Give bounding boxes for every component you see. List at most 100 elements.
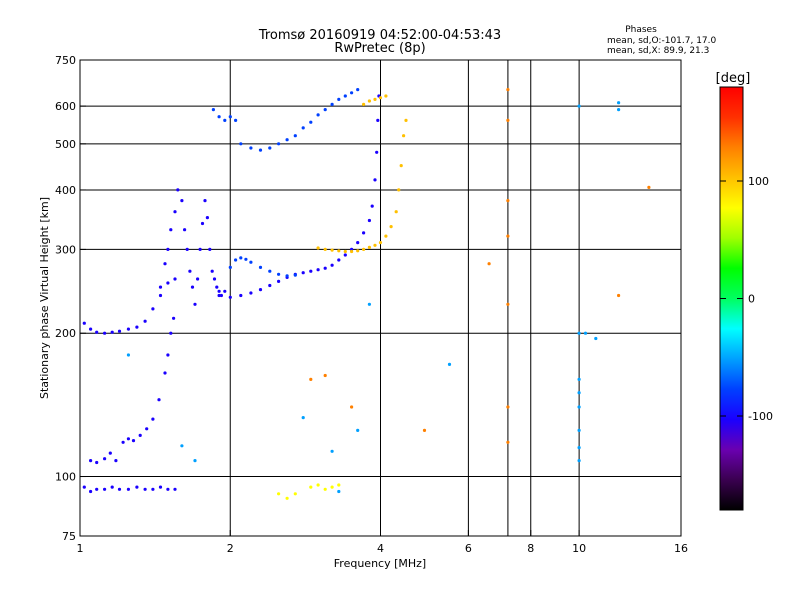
echo-point [200,221,205,226]
echo-point [309,485,313,489]
echo-point [330,102,334,106]
echo-point [166,281,170,285]
echo-point [173,210,177,214]
echo-point [205,216,209,220]
echo-point [180,199,184,203]
echo-point [617,101,621,105]
echo-point [203,199,207,203]
colorbar: [deg] 100 0 -100 [716,71,773,511]
echo-point [249,291,253,295]
x-axis-label: Frequency [MHz] [334,557,426,570]
echo-point [330,485,334,489]
echo-point [285,138,289,142]
echo-point [89,459,93,463]
echo-point [594,336,598,341]
echo-point [367,302,371,306]
colorbar-tick-label: 100 [748,175,769,188]
echo-point [166,353,170,357]
chart-subtitle: RwPretec (8p) [334,41,425,56]
echo-point [384,234,388,238]
echo-point [244,257,248,261]
echo-point [293,273,297,277]
echo-point [356,249,360,253]
echo-point [193,459,197,463]
echo-point [176,188,180,192]
echo-point [577,428,581,432]
echo-point [151,417,155,421]
echo-point [389,225,393,229]
echo-point [143,319,147,323]
echo-point [185,247,189,251]
x-tick-label: 4 [377,542,384,555]
echo-point [350,405,354,409]
plot-area [79,59,682,537]
echo-point [193,302,197,306]
echo-point [158,293,163,298]
echo-point [143,487,147,491]
echo-point [330,449,334,453]
echo-point [183,228,187,232]
echo-point [135,325,139,329]
echo-point [135,485,139,489]
colorbar-tick-label: 0 [748,293,755,306]
y-tick-label: 100 [55,471,76,484]
echo-point [158,485,163,489]
echo-point [617,293,621,298]
echo-point [95,460,99,465]
echo-point [577,391,581,395]
echo-point [356,428,360,432]
echo-point [350,91,354,95]
echo-point [376,118,380,122]
echo-point [309,120,313,124]
echo-point [330,248,334,252]
echo-point [219,293,223,298]
echo-point [378,96,383,100]
echo-point [309,377,313,381]
x-tick-label: 2 [227,542,234,555]
echo-point [117,329,122,333]
echo-point [169,331,173,335]
echo-point [330,263,334,267]
echo-point [285,496,289,500]
echo-point [268,269,272,273]
echo-point [337,489,341,494]
echo-point [234,118,238,122]
echo-point [356,241,360,245]
echo-point [268,283,272,288]
echo-point [145,427,149,431]
echo-point [397,188,401,192]
echo-point [163,262,167,266]
echo-point [293,492,297,496]
echo-point [301,126,305,130]
echo-point [210,269,214,273]
echo-point [82,485,86,489]
echo-point [343,94,347,98]
x-axis-ticks: 1 2 4 6 8 10 16 [77,530,688,555]
echo-point [228,265,232,269]
echo-point [217,115,221,119]
echo-point [337,249,341,253]
echo-point [367,99,371,103]
echo-point [163,371,167,375]
echo-point [173,277,177,281]
echo-point [647,185,651,189]
echo-point [506,302,510,306]
y-tick-label: 750 [55,54,76,67]
x-tick-label: 10 [572,542,586,555]
echo-point [131,439,136,443]
y-tick-label: 300 [55,243,76,256]
echo-point [180,444,184,448]
echo-point [394,210,398,214]
chart-title: Tromsø 20160919 04:52:00-04:53:43 [258,28,501,43]
y-tick-label: 600 [55,100,76,113]
echo-point [362,231,366,235]
echo-point [343,249,347,254]
echo-point [373,97,377,101]
echo-point [126,437,130,441]
echo-point [157,398,161,402]
echo-point [258,288,263,292]
echo-point [356,88,360,92]
echo-point [117,487,122,491]
echo-point [301,416,305,420]
